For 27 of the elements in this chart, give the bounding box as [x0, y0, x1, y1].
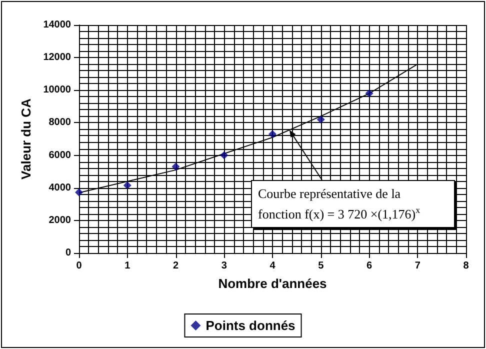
x-tick-label: 0: [76, 260, 82, 272]
x-tick-label: 5: [318, 260, 324, 272]
y-tick-label: 2000: [48, 214, 72, 226]
y-tick-label: 6000: [48, 150, 72, 161]
y-tick-label: 14000: [43, 20, 72, 30]
x-tick-label: 8: [463, 260, 470, 272]
point: [316, 115, 325, 124]
point: [268, 130, 276, 138]
y-tick-label: 8000: [48, 117, 72, 128]
point: [220, 151, 228, 160]
y-tick-label: 10000: [43, 84, 72, 96]
legend-label: Points donnés: [206, 318, 296, 333]
x-tick-label: 3: [221, 260, 228, 272]
point: [365, 89, 374, 98]
text-box: Courbe représentative de la fonction f(x) = 3 720 ×(1,176)$^{x}$: [251, 180, 455, 228]
x-tick-label: 1: [124, 260, 131, 272]
y-axis-title: Valeur du CA: [18, 98, 34, 180]
point: [172, 162, 180, 171]
y-tick-label: 4000: [48, 182, 72, 194]
y-tick-label: 0: [65, 248, 72, 258]
x-tick-label: 2: [172, 260, 179, 272]
x-axis-title: Nombre d'années: [218, 276, 327, 291]
x-tick-label: 6: [366, 260, 372, 272]
x-tick-label: 7: [414, 260, 421, 272]
point: [123, 181, 132, 190]
x-tick-label: 4: [270, 260, 276, 272]
y-tick-label: 12000: [43, 52, 72, 64]
